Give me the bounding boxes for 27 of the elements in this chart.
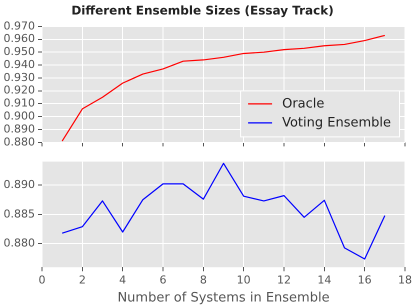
y-tick-label: 0.930 (4, 70, 35, 84)
text: Voting Ensemble (282, 115, 391, 130)
x-tick-label: 2 (78, 274, 86, 287)
y-tick-label: 0.960 (4, 32, 35, 46)
y-tick-label: 0.880 (4, 135, 35, 148)
x-tick-label: 4 (119, 274, 126, 287)
y-tick-label: 0.890 (4, 122, 35, 136)
y-tick-label: 0.885 (4, 207, 35, 220)
y-tick-label: 0.890 (4, 178, 35, 191)
legend-label: Oracle (282, 96, 324, 112)
x-tick-label: 10 (236, 274, 251, 287)
y-tick-label: 0.970 (4, 19, 35, 32)
x-tick-label: 6 (160, 274, 166, 287)
x-tick-label: 8 (200, 274, 207, 287)
y-tick-label: 0.900 (4, 109, 35, 122)
x-tick-label: 14 (317, 274, 332, 287)
x-tick-label: 12 (277, 274, 291, 287)
y-tick-label: 0.950 (4, 45, 35, 58)
y-tick-label: 0.940 (4, 58, 35, 71)
y-tick-label: 0.880 (4, 236, 35, 250)
chart-title: Different Ensemble Sizes (Essay Track) (71, 3, 334, 18)
y-tick-label: 0.920 (4, 84, 35, 97)
x-tick-label: 0 (38, 274, 46, 287)
x-tick-label: 16 (358, 274, 372, 287)
x-axis-title: Number of Systems in Ensemble (117, 290, 330, 306)
y-tick-label: 0.910 (4, 96, 35, 110)
x-tick-label: 18 (398, 274, 412, 287)
